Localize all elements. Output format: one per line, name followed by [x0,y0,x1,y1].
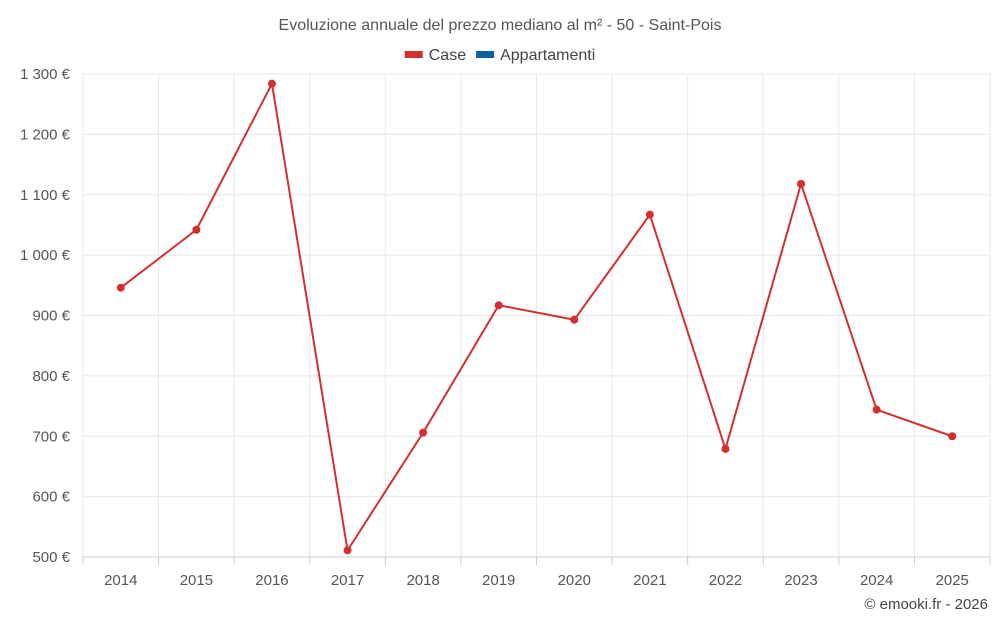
data-point [721,444,730,453]
y-tick-label: 700 € [32,428,70,445]
x-tick-label: 2023 [784,572,817,589]
data-point [343,546,352,555]
x-tick-label: 2022 [709,572,742,589]
credit-text: © emooki.fr - 2026 [864,596,988,613]
legend: Case Appartamenti [404,47,595,64]
grid [82,73,991,557]
y-tick-label: 1 200 € [20,126,71,143]
x-tick-label: 2018 [406,572,439,589]
legend-swatch [404,51,423,58]
chart-title: Evoluzione annuale del prezzo mediano al… [279,17,722,34]
legend-item: Case [404,47,466,64]
data-point [797,179,806,188]
data-point [267,79,276,88]
data-point [872,405,881,414]
data-point [494,301,503,310]
series-line-case [120,82,953,552]
legend-item: Appartamenti [476,47,595,64]
data-point [948,432,957,441]
data-point [419,428,428,437]
x-tick-label: 2021 [633,572,666,589]
data-point [570,315,579,324]
legend-swatch [476,51,495,58]
data-point [645,210,654,219]
y-tick-label: 600 € [32,489,70,506]
y-axis: 500 € 600 € 700 € 800 € 900 € 1 000 € 1 100 € 1… [20,66,71,566]
y-tick-label: 800 € [32,368,70,385]
y-tick-label: 900 € [32,308,70,325]
x-tick-label: 2016 [255,572,288,589]
x-tick-label: 2025 [936,572,969,589]
x-tick-label: 2017 [331,572,364,589]
x-tick-label: 2015 [180,572,213,589]
series-layer [116,79,957,555]
legend-label: Appartamenti [500,47,595,64]
x-tick-label: 2020 [558,572,591,589]
x-tick-label: 2024 [860,572,893,589]
legend-label: Case [429,47,466,64]
x-tick-label: 2019 [482,572,515,589]
y-tick-label: 1 100 € [20,187,71,204]
y-tick-label: 1 000 € [20,247,71,264]
y-tick-label: 1 300 € [20,66,71,83]
x-axis: 2014 2015 2016 2017 2018 2019 2020 2021 2022 2023… [82,556,991,589]
x-tick-label: 2014 [104,572,137,589]
data-point [116,283,125,292]
y-tick-label: 500 € [32,549,70,566]
data-point [192,225,201,234]
